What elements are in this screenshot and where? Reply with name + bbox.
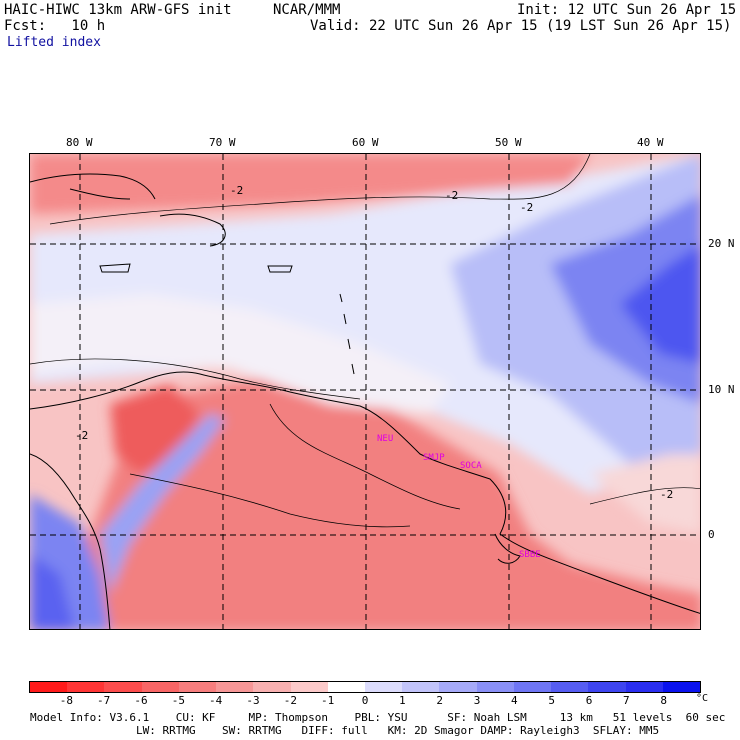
colorbar-swatch bbox=[551, 682, 589, 692]
colorbar-tick-label: 1 bbox=[399, 694, 406, 707]
amazon-mouth bbox=[494, 533, 521, 564]
cuba-coast bbox=[30, 173, 156, 200]
colorbar-swatch bbox=[327, 682, 365, 692]
station-sbbe: SBBE bbox=[519, 550, 541, 560]
colorbar-swatch bbox=[439, 682, 477, 692]
colorbar-swatch bbox=[30, 682, 68, 692]
model-info-line1: Model Info: V3.6.1 CU: KF MP: Thompson P… bbox=[30, 711, 726, 724]
hispaniola-coast bbox=[159, 213, 226, 247]
station-smjp: SMJP bbox=[423, 453, 445, 463]
lifted-index-map: -2 -2 -2 -2 -2 NEU SMJP SOCA SBBE bbox=[29, 153, 701, 630]
colorbar-tick-label: -3 bbox=[246, 694, 260, 707]
colorbar-tick-label: -4 bbox=[209, 694, 223, 707]
colorbar-unit: °C bbox=[696, 693, 709, 704]
colorbar-tick-label: 8 bbox=[660, 694, 667, 707]
lon-label-70w: 70 W bbox=[209, 136, 236, 149]
pacific-deep-blue bbox=[30, 554, 75, 629]
lon-label-80w: 80 W bbox=[66, 136, 93, 149]
jamaica-coast bbox=[99, 263, 131, 273]
lon-label-40w: 40 W bbox=[637, 136, 664, 149]
colorbar-tick-label: 0 bbox=[361, 694, 369, 707]
stations: NEU SMJP SOCA SBBE bbox=[377, 434, 541, 560]
south-america-coast bbox=[30, 371, 700, 614]
station-soca: SOCA bbox=[460, 461, 482, 471]
colorbar-tick-label: -2 bbox=[283, 694, 297, 707]
north-red-band bbox=[30, 154, 590, 214]
org-label: NCAR/MMM bbox=[273, 2, 341, 18]
colorbar-tick-label: 3 bbox=[473, 694, 481, 707]
contour-label-1: -2 bbox=[230, 184, 243, 197]
contour-caribbean bbox=[30, 358, 361, 400]
station-neu: NEU bbox=[377, 434, 393, 444]
colorbar-tick-label: -8 bbox=[59, 694, 73, 707]
colorbar-tick-label: 2 bbox=[436, 694, 443, 707]
central-america-coast bbox=[30, 453, 111, 629]
map-canvas: -2 -2 -2 -2 -2 NEU SMJP SOCA SBBE bbox=[30, 154, 700, 629]
contour-label-4: -2 bbox=[75, 429, 88, 442]
colorbar-tick-label: 7 bbox=[623, 694, 630, 707]
contour-southeast bbox=[589, 487, 700, 505]
andes-blue-ridge bbox=[100, 414, 225, 594]
colorbar bbox=[29, 681, 701, 693]
contour-label-3: -2 bbox=[520, 201, 533, 214]
field-name: Lifted index bbox=[7, 35, 101, 50]
forecast-hour: Fcst: 10 h bbox=[4, 18, 106, 34]
colorbar-swatch bbox=[290, 682, 328, 692]
colorbar-tick-label: -5 bbox=[171, 694, 185, 707]
colorbar-swatch bbox=[625, 682, 663, 692]
colorbar-swatch bbox=[67, 682, 105, 692]
lesser-antilles bbox=[339, 293, 355, 375]
contour-label-5: -2 bbox=[660, 488, 673, 501]
model-info-line2: LW: RRTMG SW: RRTMG DIFF: full KM: 2D Sm… bbox=[30, 724, 660, 737]
caribbean-white-band bbox=[30, 294, 450, 414]
colorbar-swatch bbox=[104, 682, 142, 692]
lat-label-20n: 20 N bbox=[708, 237, 735, 250]
lon-label-50w: 50 W bbox=[495, 136, 522, 149]
colorbar-swatch bbox=[402, 682, 440, 692]
lon-label-60w: 60 W bbox=[352, 136, 379, 149]
border-2 bbox=[129, 473, 411, 528]
model-title: HAIC-HIWC 13km ARW-GFS init bbox=[4, 2, 232, 18]
lat-label-10n: 10 N bbox=[708, 383, 735, 396]
colorbar-tick-label: -7 bbox=[97, 694, 111, 707]
colorbar-swatch bbox=[476, 682, 514, 692]
puerto-rico-coast bbox=[267, 265, 293, 273]
colorbar-swatch bbox=[141, 682, 179, 692]
colorbar-swatch bbox=[588, 682, 626, 692]
colorbar-swatch bbox=[178, 682, 217, 692]
graticule bbox=[30, 154, 700, 629]
deep-blue-region bbox=[620, 245, 700, 364]
lat-label-0: 0 bbox=[708, 528, 715, 541]
colorbar-swatch bbox=[216, 682, 254, 692]
valid-time: Valid: 22 UTC Sun 26 Apr 15 (19 LST Sun … bbox=[310, 18, 732, 34]
contour-label-2: -2 bbox=[445, 189, 458, 202]
contours bbox=[30, 154, 700, 505]
colorbar-swatch bbox=[513, 682, 552, 692]
colorbar-tick-label: -6 bbox=[134, 694, 148, 707]
colorbar-swatch bbox=[662, 682, 700, 692]
field-shading bbox=[30, 154, 700, 629]
southeast-pale bbox=[590, 454, 700, 534]
colorbar-tick-label: 5 bbox=[548, 694, 555, 707]
colorbar-tick-label: 6 bbox=[585, 694, 593, 707]
colorbar-tick-label: 4 bbox=[511, 694, 518, 707]
colorbar-swatch bbox=[253, 682, 291, 692]
init-time: Init: 12 UTC Sun 26 Apr 15 bbox=[517, 2, 737, 18]
colorbar-swatch bbox=[364, 682, 403, 692]
border-1 bbox=[269, 403, 461, 510]
contour-north bbox=[49, 154, 591, 225]
colorbar-tick-label: -1 bbox=[321, 694, 335, 707]
coastlines bbox=[30, 173, 700, 629]
